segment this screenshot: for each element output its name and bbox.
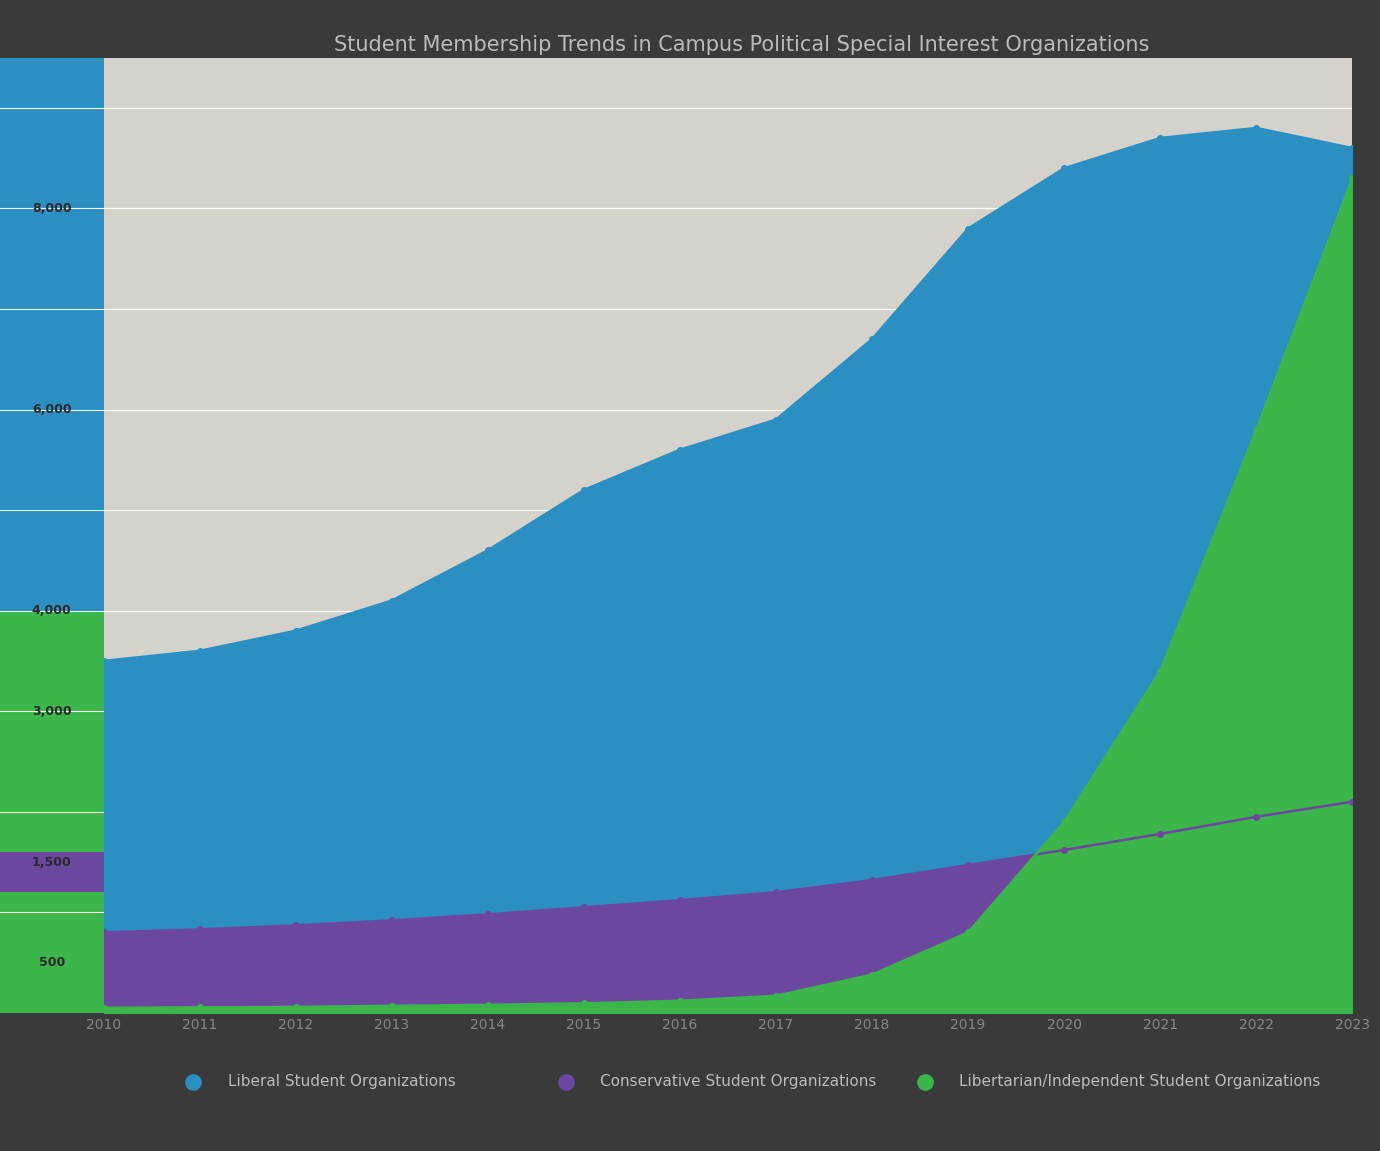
Text: Libertarian/Independent Student Organizations: Libertarian/Independent Student Organiza… <box>959 1074 1321 1090</box>
Bar <box>0 611 104 711</box>
Bar <box>0 892 104 943</box>
Text: 500: 500 <box>39 956 65 969</box>
Bar <box>0 792 104 852</box>
Bar <box>0 359 104 510</box>
Bar <box>0 711 104 792</box>
Bar <box>0 510 104 611</box>
Text: 4,000: 4,000 <box>32 604 72 617</box>
Text: 6,000: 6,000 <box>32 403 72 416</box>
Text: Student Membership Trends in Campus Political Special Interest Organizations: Student Membership Trends in Campus Poli… <box>334 35 1150 54</box>
Text: Liberal Student Organizations: Liberal Student Organizations <box>228 1074 455 1090</box>
Bar <box>0 852 104 892</box>
Text: 1,500: 1,500 <box>32 855 72 869</box>
Text: 3,000: 3,000 <box>32 704 72 718</box>
Text: Conservative Student Organizations: Conservative Student Organizations <box>600 1074 876 1090</box>
Bar <box>0 58 104 208</box>
Bar <box>0 208 104 359</box>
Text: 8,000: 8,000 <box>32 201 72 215</box>
Bar <box>0 943 104 1013</box>
